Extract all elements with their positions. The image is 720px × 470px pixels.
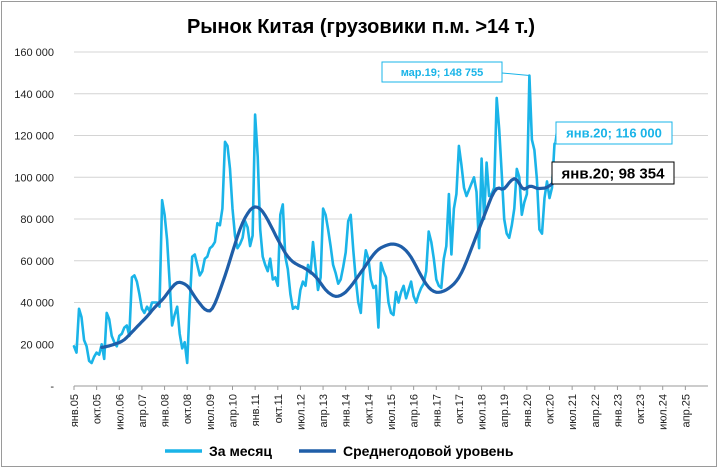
x-tick-label: апр.16 bbox=[409, 394, 421, 427]
x-tick-label: окт.08 bbox=[182, 394, 194, 424]
x-tick-label: июл.24 bbox=[658, 394, 670, 430]
y-tick-label: 100 000 bbox=[14, 172, 54, 184]
x-tick-label: окт.14 bbox=[363, 394, 375, 424]
callouts: мар.19; 148 755 янв.20; 116 000 янв.20; 98… bbox=[381, 61, 675, 185]
callout-monthly-last-box bbox=[555, 121, 673, 145]
x-tick-label: янв.05 bbox=[69, 394, 81, 427]
callout-monthly-last-text: янв.20; 116 000 bbox=[566, 126, 662, 141]
x-tick-label: июл.12 bbox=[295, 394, 307, 430]
callout-peak-text: мар.19; 148 755 bbox=[401, 67, 484, 79]
x-tick-label: окт.11 bbox=[273, 394, 285, 423]
x-tick-label: июл.06 bbox=[114, 394, 126, 430]
legend-label-average: Среднегодовой уровень bbox=[343, 443, 514, 459]
y-tick-label: - bbox=[50, 381, 54, 393]
x-tick-label: апр.25 bbox=[680, 394, 692, 427]
x-tick-label: окт.17 bbox=[454, 394, 466, 424]
x-tick-label: апр.13 bbox=[318, 394, 330, 427]
x-tick-label: апр.07 bbox=[137, 394, 149, 427]
series-layer bbox=[72, 74, 559, 365]
y-tick-label: 80 000 bbox=[20, 214, 54, 226]
x-tick-label: янв.17 bbox=[431, 394, 443, 427]
legend: За месяц Среднегодовой уровень bbox=[165, 443, 514, 459]
y-axis-ticks: - 20 000 40 000 60 000 80 000 100 000 120 000 1… bbox=[14, 47, 54, 393]
x-tick-label: апр.19 bbox=[499, 394, 511, 427]
x-tick-label: июл.15 bbox=[386, 394, 398, 430]
x-tick-label: янв.20 bbox=[522, 394, 534, 427]
x-tick-label: янв.23 bbox=[612, 394, 624, 427]
x-tick-label: окт.05 bbox=[92, 394, 104, 424]
y-tick-label: 160 000 bbox=[14, 47, 54, 59]
x-tick-label: апр.10 bbox=[228, 394, 240, 427]
grid bbox=[74, 51, 708, 387]
callout-peak-box bbox=[381, 61, 503, 83]
legend-label-monthly: За месяц bbox=[209, 443, 272, 459]
callout-peak-leader bbox=[501, 72, 530, 76]
series-line-average bbox=[100, 177, 559, 349]
y-tick-label: 120 000 bbox=[14, 131, 54, 143]
x-axis-ticks: янв.05 окт.05 июл.06 апр.07 янв.08 окт.08 июл.… bbox=[69, 386, 692, 430]
callout-average-last-text: янв.20; 98 354 bbox=[562, 165, 666, 182]
x-tick-label: янв.14 bbox=[341, 394, 353, 427]
chart-title: Рынок Китая (грузовики п.м. >14 т.) bbox=[187, 16, 535, 38]
y-tick-label: 40 000 bbox=[20, 298, 54, 310]
y-tick-label: 60 000 bbox=[20, 256, 54, 268]
x-tick-label: апр.22 bbox=[590, 394, 602, 427]
x-tick-label: июл.09 bbox=[205, 394, 217, 430]
x-tick-label: янв.08 bbox=[160, 394, 172, 427]
y-tick-label: 20 000 bbox=[20, 339, 54, 351]
series-line-monthly bbox=[72, 74, 556, 365]
x-tick-label: окт.23 bbox=[635, 394, 647, 424]
y-tick-label: 140 000 bbox=[14, 89, 54, 101]
x-tick-label: июл.21 bbox=[567, 394, 579, 430]
callout-average-last-box bbox=[551, 161, 675, 185]
x-tick-label: янв.11 bbox=[250, 394, 262, 426]
x-tick-label: июл.18 bbox=[477, 394, 489, 430]
x-tick-label: окт.20 bbox=[545, 394, 557, 424]
